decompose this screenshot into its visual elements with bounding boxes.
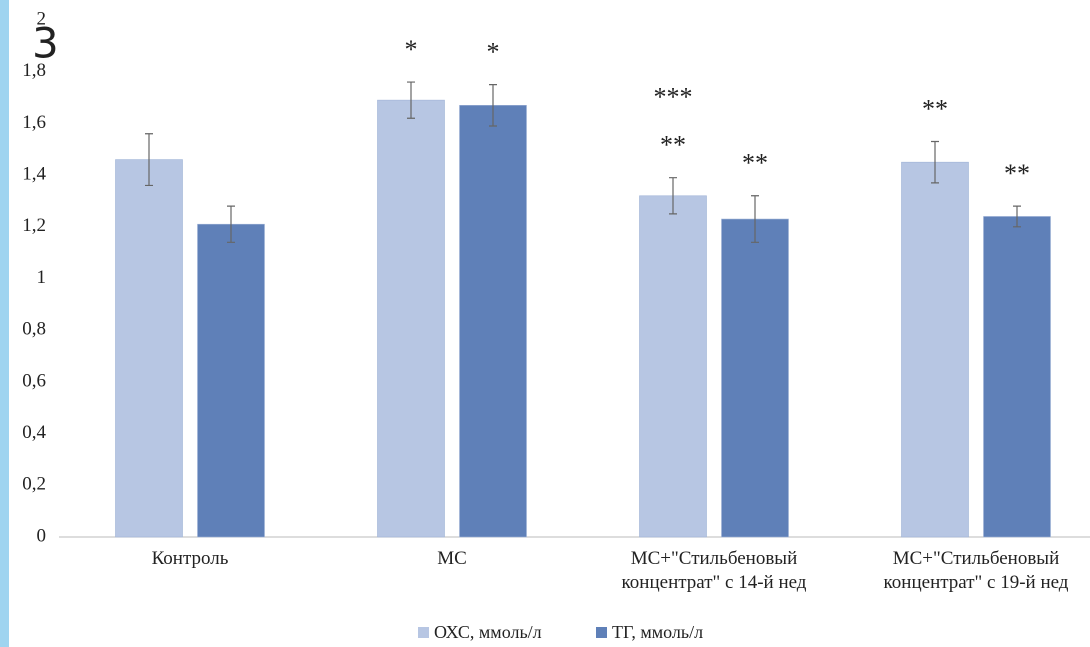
bar bbox=[378, 100, 445, 537]
significance-label: ** bbox=[742, 149, 768, 178]
bar bbox=[116, 160, 183, 537]
page: 3 00,20,40,60,811,21,41,61,82***********… bbox=[0, 0, 1090, 647]
bar bbox=[984, 216, 1051, 537]
y-tick-label: 1,2 bbox=[22, 215, 46, 236]
significance-label: ** bbox=[922, 94, 948, 123]
x-tick-label: МС+"Стильбеновый концентрат" с 14-й нед bbox=[583, 547, 845, 595]
legend-label: ОХС, ммоль/л bbox=[434, 622, 542, 643]
bar bbox=[640, 196, 707, 537]
legend-label: ТГ, ммоль/л bbox=[612, 622, 703, 643]
legend-swatch bbox=[596, 627, 607, 638]
y-tick-label: 1 bbox=[37, 267, 47, 288]
x-tick-label: Контроль bbox=[59, 547, 321, 571]
y-tick-label: 0,4 bbox=[22, 422, 46, 443]
y-tick-label: 1,8 bbox=[22, 60, 46, 81]
y-tick-label: 0,2 bbox=[22, 474, 46, 495]
y-tick-label: 1,4 bbox=[22, 163, 46, 184]
significance-label: *** bbox=[654, 83, 693, 112]
bar bbox=[198, 224, 265, 537]
significance-label: ** bbox=[660, 131, 686, 160]
y-tick-label: 1,6 bbox=[22, 112, 46, 133]
y-tick-label: 2 bbox=[37, 8, 47, 29]
significance-label: * bbox=[487, 38, 500, 67]
legend-item: ОХС, ммоль/л bbox=[418, 622, 542, 643]
y-tick-label: 0 bbox=[37, 525, 47, 546]
x-tick-label: МС+"Стильбеновый концентрат" с 19-й нед bbox=[845, 547, 1090, 595]
significance-label: ** bbox=[1004, 159, 1030, 188]
bar bbox=[722, 219, 789, 537]
y-tick-label: 0,8 bbox=[22, 319, 46, 340]
y-tick-label: 0,6 bbox=[22, 370, 46, 391]
side-stripe bbox=[0, 0, 9, 647]
significance-label: * bbox=[405, 35, 418, 64]
x-tick-label: МС bbox=[321, 547, 583, 571]
bar bbox=[902, 162, 969, 537]
legend-swatch bbox=[418, 627, 429, 638]
legend-item: ТГ, ммоль/л bbox=[596, 622, 703, 643]
bar bbox=[460, 105, 527, 537]
